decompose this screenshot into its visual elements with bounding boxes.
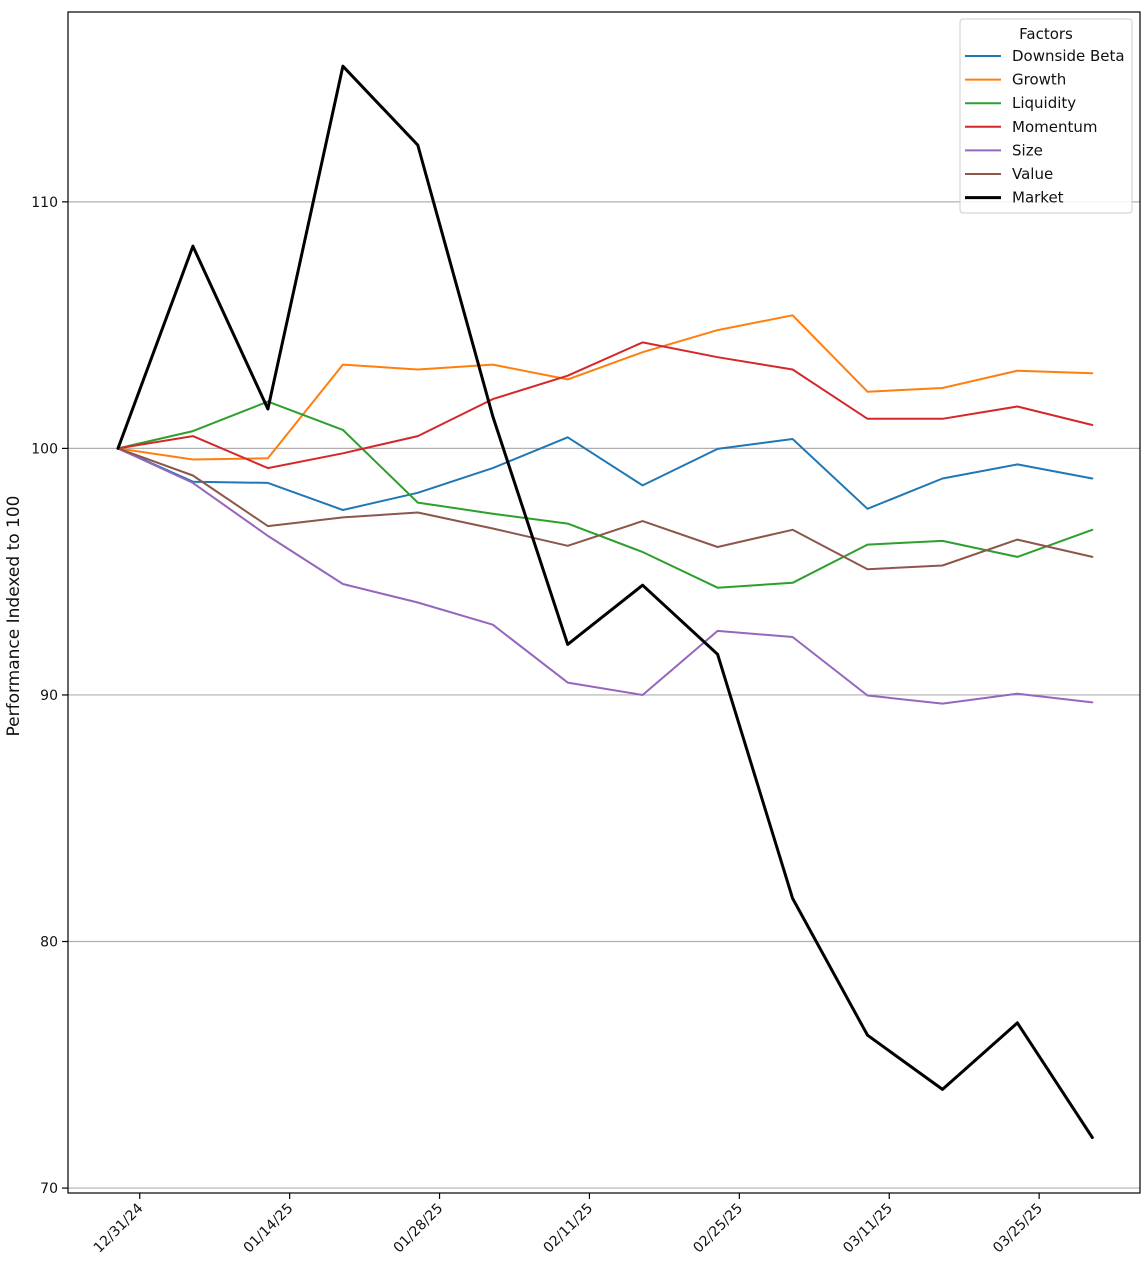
series-line-size — [117, 447, 1094, 705]
y-tick-label: 90 — [40, 688, 58, 704]
plot-frame — [67, 11, 1141, 1194]
legend-label: Market — [1012, 189, 1064, 207]
legend-label: Value — [1012, 165, 1053, 183]
legend-title: Factors — [1019, 25, 1073, 43]
y-tick-label: 100 — [31, 441, 58, 457]
y-tick-label: 110 — [31, 195, 58, 211]
series-line-momentum — [117, 341, 1094, 470]
series-line-liquidity — [117, 400, 1094, 589]
gridlines — [68, 201, 1140, 1189]
y-tick-label: 70 — [40, 1181, 58, 1197]
legend-label: Growth — [1012, 71, 1066, 89]
series-line-growth — [117, 314, 1094, 461]
y-tick-label: 80 — [40, 935, 58, 951]
series-line-market — [116, 64, 1094, 1139]
legend-label: Downside Beta — [1012, 47, 1125, 65]
legend-label: Size — [1012, 141, 1043, 159]
series-lines — [116, 64, 1094, 1139]
y-axis-title: Performance Indexed to 100 — [4, 496, 24, 737]
legend-label: Momentum — [1012, 118, 1097, 136]
series-line-value — [117, 447, 1094, 571]
legend-box — [959, 18, 1133, 214]
series-line-downside-beta — [117, 436, 1094, 511]
legend: Factors Downside Beta Growth Liquidity Momen… — [959, 18, 1133, 214]
legend-label: Liquidity — [1012, 94, 1076, 112]
y-axis-ticks: 70 80 90 100 110 — [31, 195, 68, 1197]
